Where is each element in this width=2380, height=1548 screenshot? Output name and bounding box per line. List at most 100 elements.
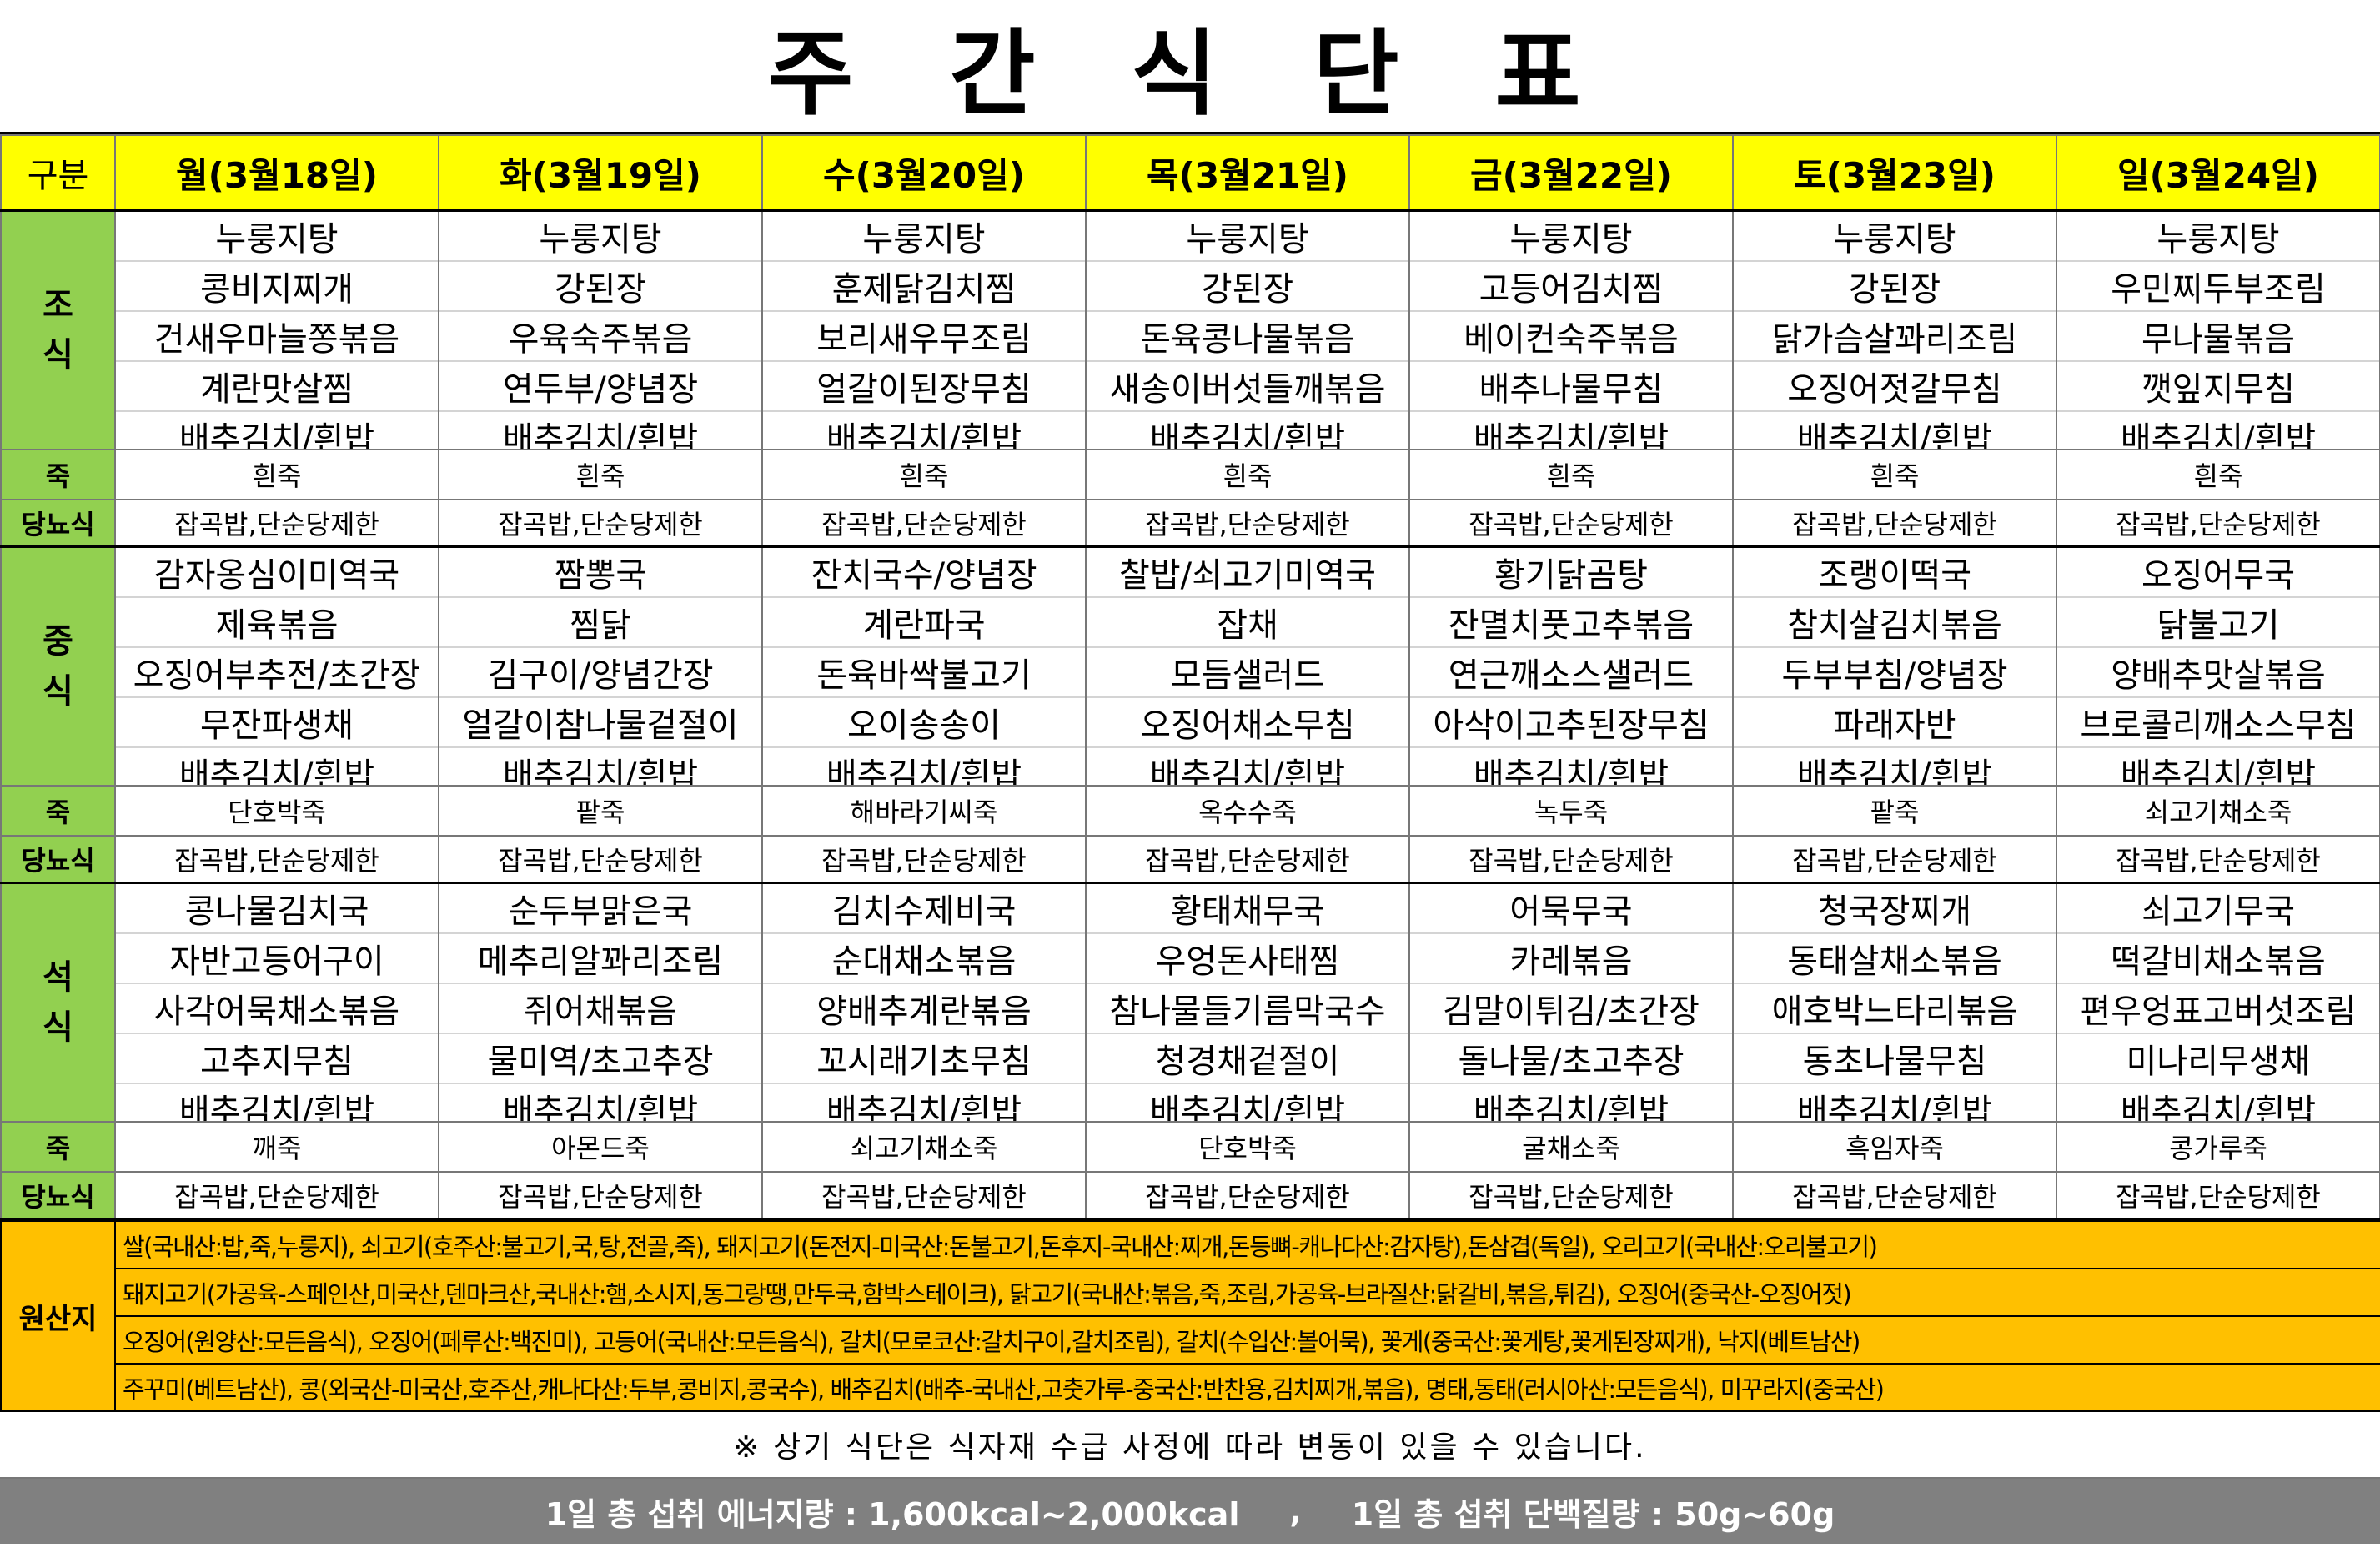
menu-item: 카레볶음: [1411, 934, 1731, 984]
breakfast-cell: 누룽지탕 우민찌두부조림 무나물볶음 깻잎지무침 배추김치/흰밥: [2056, 209, 2380, 450]
lunch-diabetic-cell: 잡곡밥,단순당제한: [438, 835, 763, 884]
menu-item: 훈제닭김치찜: [764, 262, 1084, 312]
lunch-menu-list: 짬뽕국 찜닭 김구이/양념간장 얼갈이참나물겉절이 배추김치/흰밥: [440, 549, 761, 784]
lunch-porridge-cell: 팥죽: [438, 785, 763, 837]
menu-item: 배추김치/흰밥: [1796, 420, 1993, 450]
day-header: 목(3월21일): [1085, 134, 1410, 212]
diabetic-label: 당뇨식: [0, 835, 116, 884]
lunch-diabetic-cell: 잡곡밥,단순당제한: [1732, 835, 2057, 884]
lunch-cell: 황기닭곰탕 잔멸치풋고추볶음 연근깨소스샐러드 아삭이고추된장무침 배추김치/흰밥: [1408, 545, 1734, 787]
breakfast-menu-list: 누룽지탕 강된장 돈육콩나물볶음 새송이버섯들깨볶음 배추김치/흰밥: [1087, 213, 1408, 448]
breakfast-menu-list: 누룽지탕 고등어김치찜 베이컨숙주볶음 배추나물무침 배추김치/흰밥: [1411, 213, 1731, 448]
diabetic-label: 당뇨식: [0, 499, 116, 548]
menu-item: 미나리무생채: [2058, 1034, 2378, 1084]
menu-item: 청국장찌개: [1735, 885, 2055, 934]
menu-item: 오징어무국: [2058, 549, 2378, 598]
origin-text: 돼지고기(가공육-스페인산,미국산,덴마크산,국내산:햄,소시지,동그랑땡,만두…: [114, 1268, 2380, 1317]
lunch-menu-list: 오징어무국 닭불고기 양배추맛살볶음 브로콜리깨소스무침 배추김치/흰밥: [2058, 549, 2378, 786]
breakfast-diabetic-cell: 잡곡밥,단순당제한: [1085, 499, 1410, 548]
menu-item: 돌나물/초고추장: [1411, 1034, 1731, 1084]
menu-item: 배추김치/흰밥: [2120, 756, 2317, 786]
breakfast-cell: 누룽지탕 강된장 돈육콩나물볶음 새송이버섯들깨볶음 배추김치/흰밥: [1085, 209, 1410, 450]
nutrition-footer: 1일 총 섭취 에너지량 : 1,600kcal~2,000kcal , 1일 …: [0, 1479, 2380, 1544]
lunch-diabetic-cell: 잡곡밥,단순당제한: [2056, 835, 2380, 884]
lunch-menu-list: 감자옹심이미역국 제육볶음 오징어부추전/초간장 무잔파생채 배추김치/흰밥: [117, 549, 437, 786]
menu-item: 오이송송이: [764, 698, 1084, 748]
menu-item: 누룽지탕: [1735, 213, 2055, 262]
dinner-porridge-cell: 콩가루죽: [2056, 1121, 2380, 1173]
origin-text: 주꾸미(베트남산), 콩(외국산-미국산,호주산,캐나다산:두부,콩비지,콩국수…: [114, 1363, 2380, 1412]
lunch-diabetic-cell: 잡곡밥,단순당제한: [1408, 835, 1734, 884]
lunch-cell: 감자옹심이미역국 제육볶음 오징어부추전/초간장 무잔파생채 배추김치/흰밥: [114, 545, 439, 787]
menu-item: 강된장: [440, 262, 761, 312]
menu-item: 배추김치/흰밥: [2120, 1093, 2317, 1122]
dinner-porridge-row: 죽 깨죽 아몬드죽 쇠고기채소죽 단호박죽 굴채소죽 흑임자죽 콩가루죽: [0, 1121, 2380, 1173]
menu-item: 배추김치/흰밥: [826, 756, 1022, 786]
lunch-cell: 잔치국수/양념장 계란파국 돈육바싹불고기 오이송송이 배추김치/흰밥: [761, 545, 1087, 787]
lunch-porridge-cell: 해바라기씨죽: [761, 785, 1087, 837]
header-row: 구분 월(3월18일) 화(3월19일) 수(3월20일) 목(3월21일) 금(3월2…: [0, 134, 2380, 212]
menu-item: 돈육콩나물볶음: [1087, 312, 1408, 362]
menu-item: 배추김치/흰밥: [1149, 1093, 1346, 1122]
porridge-label: 죽: [0, 449, 116, 500]
breakfast-porridge-cell: 흰죽: [1408, 449, 1734, 500]
menu-item: 고추지무침: [117, 1034, 437, 1084]
menu-item: 누룽지탕: [1087, 213, 1408, 262]
menu-item: 배추김치/흰밥: [826, 1093, 1022, 1122]
breakfast-menu-list: 누룽지탕 우민찌두부조림 무나물볶음 깻잎지무침 배추김치/흰밥: [2058, 213, 2378, 448]
day-header: 토(3월23일): [1732, 134, 2057, 212]
menu-item: 오징어부추전/초간장: [117, 648, 437, 698]
menu-item: 배추김치/흰밥: [502, 420, 699, 450]
menu-item: 배추김치/흰밥: [178, 1093, 375, 1122]
menu-item: 메추리알꽈리조림: [440, 934, 761, 984]
corner-label: 구분: [0, 134, 116, 212]
dinner-menu-list: 쇠고기무국 떡갈비채소볶음 편우엉표고버섯조림 미나리무생채 배추김치/흰밥: [2058, 885, 2378, 1122]
breakfast-diabetic-cell: 잡곡밥,단순당제한: [1732, 499, 2057, 548]
lunch-menu-list: 조랭이떡국 참치살김치볶음 두부부침/양념장 파래자반 배추김치/흰밥: [1735, 549, 2055, 784]
breakfast-menu-list: 누룽지탕 훈제닭김치찜 보리새우무조림 얼갈이된장무침 배추김치/흰밥: [764, 213, 1084, 448]
origin-text: 쌀(국내산:밥,죽,누룽지), 쇠고기(호주산:불고기,국,탕,전골,죽), 돼…: [114, 1220, 2380, 1269]
menu-item: 강된장: [1735, 262, 2055, 312]
dinner-menu-list: 청국장찌개 동태살채소볶음 애호박느타리볶음 동초나물무침 배추김치/흰밥: [1735, 885, 2055, 1120]
menu-item: 자반고등어구이: [117, 934, 437, 984]
dinner-porridge-cell: 단호박죽: [1085, 1121, 1410, 1173]
menu-item: 동초나물무침: [1735, 1034, 2055, 1084]
breakfast-diabetic-cell: 잡곡밥,단순당제한: [2056, 499, 2380, 548]
breakfast-diabetic-cell: 잡곡밥,단순당제한: [114, 499, 439, 548]
menu-item: 배추김치/흰밥: [178, 756, 375, 786]
menu-item: 떡갈비채소볶음: [2058, 934, 2378, 984]
breakfast-cell: 누룽지탕 고등어김치찜 베이컨숙주볶음 배추나물무침 배추김치/흰밥: [1408, 209, 1734, 450]
breakfast-porridge-cell: 흰죽: [761, 449, 1087, 500]
menu-item: 황태채무국: [1087, 885, 1408, 934]
day-header: 수(3월20일): [761, 134, 1087, 212]
dinner-cell: 쇠고기무국 떡갈비채소볶음 편우엉표고버섯조림 미나리무생채 배추김치/흰밥: [2056, 882, 2380, 1123]
menu-item: 누룽지탕: [764, 213, 1084, 262]
origin-row: 주꾸미(베트남산), 콩(외국산-미국산,호주산,캐나다산:두부,콩비지,콩국수…: [1, 1363, 2380, 1412]
menu-item: 우육숙주볶음: [440, 312, 761, 362]
menu-item: 우민찌두부조림: [2058, 262, 2378, 312]
dinner-porridge-cell: 굴채소죽: [1408, 1121, 1734, 1173]
lunch-porridge-cell: 옥수수죽: [1085, 785, 1410, 837]
menu-item: 쇠고기무국: [2058, 885, 2378, 934]
breakfast-cell: 누룽지탕 콩비지찌개 건새우마늘쫑볶음 계란맛살찜 배추김치/흰밥: [114, 209, 439, 450]
dinner-porridge-cell: 쇠고기채소죽: [761, 1121, 1087, 1173]
menu-item: 연두부/양념장: [440, 362, 761, 412]
lunch-cell: 조랭이떡국 참치살김치볶음 두부부침/양념장 파래자반 배추김치/흰밥: [1732, 545, 2057, 787]
menu-item: 아삭이고추된장무침: [1411, 698, 1731, 748]
menu-item: 사각어묵채소볶음: [117, 984, 437, 1034]
menu-item: 쥐어채볶음: [440, 984, 761, 1034]
menu-item: 조랭이떡국: [1735, 549, 2055, 598]
lunch-label: 중식: [0, 545, 116, 787]
menu-item: 브로콜리깨소스무침: [2058, 698, 2378, 748]
menu-item: 베이컨숙주볶음: [1411, 312, 1731, 362]
menu-item: 파래자반: [1735, 698, 2055, 748]
lunch-menu-list: 찰밥/쇠고기미역국 잡채 모듬샐러드 오징어채소무침 배추김치/흰밥: [1087, 549, 1408, 784]
menu-item: 보리새우무조림: [764, 312, 1084, 362]
menu-item: 콩나물김치국: [117, 885, 437, 934]
dinner-diabetic-row: 당뇨식 잡곡밥,단순당제한 잡곡밥,단순당제한 잡곡밥,단순당제한 잡곡밥,단순당제한 잡…: [0, 1171, 2380, 1220]
breakfast-label-text: 조식: [43, 286, 73, 374]
breakfast-label: 조식: [0, 209, 116, 450]
breakfast-porridge-cell: 흰죽: [1732, 449, 2057, 500]
menu-item: 무나물볶음: [2058, 312, 2378, 362]
